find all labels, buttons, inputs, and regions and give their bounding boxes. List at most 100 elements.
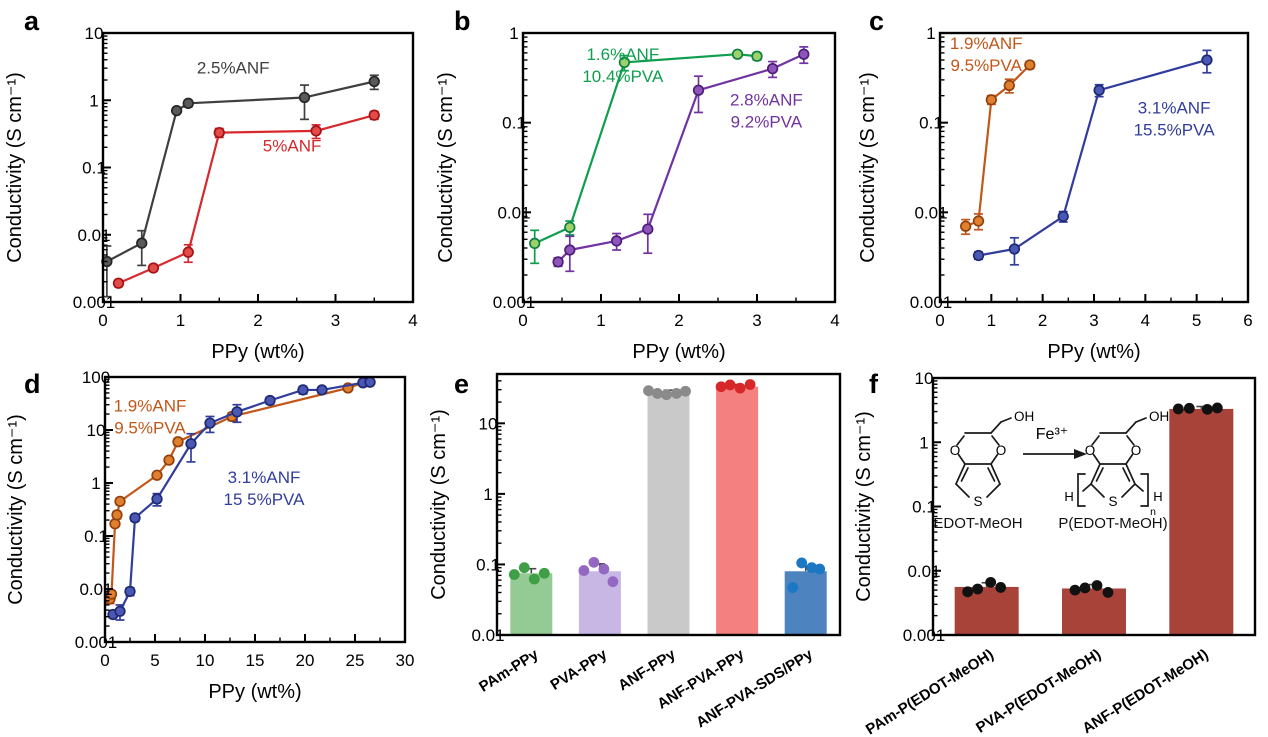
svg-text:O: O (1085, 443, 1096, 458)
svg-text:O: O (996, 443, 1007, 458)
svg-text:0.01: 0.01 (497, 203, 530, 222)
svg-text:15.5%PVA: 15.5%PVA (1134, 121, 1216, 140)
svg-text:1: 1 (176, 311, 185, 330)
svg-text:0.1: 0.1 (912, 498, 936, 517)
svg-text:2.5%ANF: 2.5%ANF (197, 58, 270, 77)
svg-text:10: 10 (87, 421, 106, 440)
svg-text:1: 1 (89, 91, 98, 110)
svg-text:0.1: 0.1 (476, 555, 500, 574)
svg-text:2: 2 (1038, 311, 1047, 330)
panel-b: b 1.6%ANF 10.4%PVA 2.8%ANF 9.2%PVA 0.001 0.01… (430, 0, 845, 368)
svg-text:0.1: 0.1 (82, 159, 106, 178)
panel-letter-e: e (454, 369, 470, 399)
svg-text:1.6%ANF: 1.6%ANF (586, 45, 659, 64)
panel-letter-f: f (869, 369, 878, 399)
svg-text:0.01: 0.01 (79, 580, 112, 599)
svg-text:6: 6 (1243, 311, 1252, 330)
svg-text:3: 3 (1089, 311, 1098, 330)
panel-a: a 2.5%ANF 5%ANF 0.001 0.01 0.1 1 10 0 1 2 3 4 PPy (w… (0, 0, 430, 368)
svg-text:15 5%PVA: 15 5%PVA (224, 490, 306, 509)
svg-text:0: 0 (98, 311, 107, 330)
svg-text:20: 20 (296, 651, 315, 670)
svg-text:Conductivity (S cm⁻¹): Conductivity (S cm⁻¹) (5, 414, 27, 605)
svg-text:10: 10 (85, 24, 104, 43)
svg-text:0.1: 0.1 (919, 114, 943, 133)
svg-text:0: 0 (935, 311, 944, 330)
svg-text:0.001: 0.001 (910, 293, 953, 312)
svg-text:4: 4 (830, 311, 839, 330)
svg-text:2: 2 (674, 311, 683, 330)
svg-text:9.5%PVA: 9.5%PVA (114, 418, 186, 437)
panel-letter-d: d (24, 369, 41, 399)
svg-text:1: 1 (987, 311, 996, 330)
svg-text:S: S (1108, 494, 1117, 509)
svg-text:PVA-PPy: PVA-PPy (548, 646, 611, 694)
svg-text:S: S (973, 494, 982, 509)
svg-text:3: 3 (331, 311, 340, 330)
svg-text:3.1%ANF: 3.1%ANF (228, 468, 301, 487)
panel-e: e PAm-PPy PVA-PPy ANF-PPy ANF-PVA-PPy ANF-PV… (428, 368, 845, 737)
chart-b: 1.6%ANF 10.4%PVA 2.8%ANF 9.2%PVA 0.001 0.01 0.… (435, 24, 840, 363)
svg-text:H: H (1064, 489, 1073, 504)
chart-a: 2.5%ANF 5%ANF 0.001 0.01 0.1 1 10 0 1 2 3 4 PPy (wt%… (4, 24, 418, 363)
svg-text:Fe³⁺: Fe³⁺ (1036, 426, 1068, 443)
panel-letter-a: a (24, 6, 40, 36)
panel-c: c 1.9%ANF 9.5%PVA 3.1%ANF 15.5%PVA 0.001 0.01… (845, 0, 1268, 368)
panel-d: d 1.9%ANF 9.5%PVA 3.1%ANF 15 5%PVA 0.001 0.01… (0, 368, 430, 737)
svg-text:2: 2 (253, 311, 262, 330)
panel-letter-b: b (454, 6, 471, 36)
chart-f: PAm-P(EDOT-MeOH)PVA-P(EDOT-MeOH)ANF-P(ED… (853, 369, 1257, 737)
svg-text:Conductivity (S cm⁻¹): Conductivity (S cm⁻¹) (857, 72, 879, 263)
svg-text:4: 4 (1141, 311, 1150, 330)
svg-text:0.1: 0.1 (502, 114, 526, 133)
svg-text:Conductivity (S cm⁻¹): Conductivity (S cm⁻¹) (4, 72, 26, 263)
svg-text:2.8%ANF: 2.8%ANF (730, 91, 803, 110)
svg-text:4: 4 (408, 311, 417, 330)
svg-text:10: 10 (915, 369, 934, 388)
svg-text:OH: OH (1149, 409, 1169, 424)
svg-text:OH: OH (1014, 409, 1034, 424)
panel-f: f PAm-P(EDOT-MeOH) PVA-P(EDOT-MeOH) ANF-P(… (845, 368, 1268, 737)
svg-text:1: 1 (509, 24, 518, 43)
svg-text:1: 1 (91, 474, 100, 493)
svg-text:1: 1 (483, 485, 492, 504)
panel-letter-c: c (869, 6, 885, 36)
svg-text:5%ANF: 5%ANF (263, 136, 322, 155)
svg-text:PPy (wt%): PPy (wt%) (1047, 341, 1140, 363)
svg-text:1: 1 (919, 433, 928, 452)
svg-text:PAm-PPy: PAm-PPy (476, 646, 542, 696)
svg-text:0: 0 (100, 651, 109, 670)
svg-text:0.01: 0.01 (914, 203, 947, 222)
svg-text:10: 10 (196, 651, 215, 670)
svg-text:H: H (1153, 489, 1162, 504)
chart-e: PAm-PPy PVA-PPy ANF-PPyANF-PVA-PPyANF-PVA-… (428, 372, 842, 732)
svg-text:3.1%ANF: 3.1%ANF (1138, 99, 1211, 118)
svg-text:9.5%PVA: 9.5%PVA (950, 56, 1022, 75)
svg-text:Conductivity (S cm⁻¹): Conductivity (S cm⁻¹) (428, 409, 450, 600)
svg-text:0.1: 0.1 (84, 527, 108, 546)
svg-text:10: 10 (479, 414, 498, 433)
svg-text:1.9%ANF: 1.9%ANF (950, 34, 1023, 53)
svg-text:0.001: 0.001 (903, 626, 946, 645)
svg-text:ANF-PVA-SDS/PPy: ANF-PVA-SDS/PPy (693, 646, 816, 732)
svg-text:25: 25 (346, 651, 365, 670)
svg-text:Conductivity (S cm⁻¹): Conductivity (S cm⁻¹) (853, 411, 875, 602)
svg-text:0.001: 0.001 (73, 293, 116, 312)
svg-text:ANF-PPy: ANF-PPy (615, 646, 679, 695)
chart-c: 1.9%ANF 9.5%PVA 3.1%ANF 15.5%PVA 0.001 0.01 0.… (857, 24, 1253, 363)
svg-text:PPy (wt%): PPy (wt%) (632, 341, 725, 363)
svg-text:1.9%ANF: 1.9%ANF (114, 396, 187, 415)
svg-text:1: 1 (596, 311, 605, 330)
svg-text:100: 100 (82, 368, 110, 387)
chart-d: 1.9%ANF 9.5%PVA 3.1%ANF 15 5%PVA 0.001 0.01 0.… (5, 368, 415, 703)
svg-text:15: 15 (246, 651, 265, 670)
svg-text:30: 30 (396, 651, 415, 670)
svg-text:0.01: 0.01 (907, 562, 940, 581)
svg-text:O: O (1131, 443, 1142, 458)
svg-text:5: 5 (150, 651, 159, 670)
svg-text:0.01: 0.01 (77, 226, 110, 245)
svg-text:n: n (1150, 506, 1156, 518)
svg-text:EDOT-MeOH: EDOT-MeOH (933, 515, 1022, 532)
svg-text:0.001: 0.001 (493, 293, 536, 312)
